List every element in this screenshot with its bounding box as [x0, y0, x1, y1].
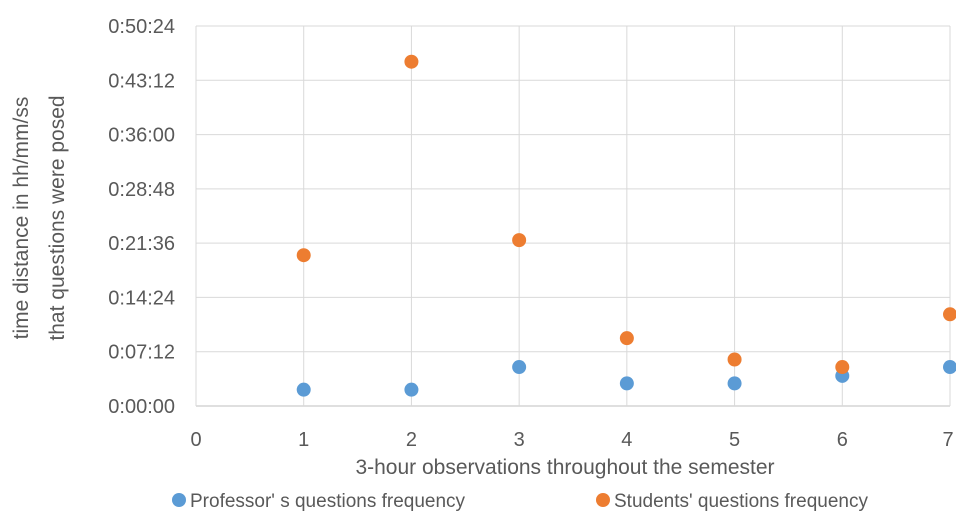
legend: Professor' s questions frequency Student… — [172, 491, 868, 512]
legend-label-professor: Professor' s questions frequency — [190, 491, 466, 512]
grid — [195, 25, 951, 407]
students-data-point — [296, 248, 311, 263]
y-tick-label: 0:36:00 — [108, 125, 175, 147]
x-tick-label: 0 — [190, 429, 201, 451]
professor-data-point — [943, 360, 956, 375]
y-axis-ticks: 0:00:00 0:07:12 0:14:24 0:21:36 0:28:48 0:36:… — [108, 16, 175, 418]
y-tick-label: 0:43:12 — [108, 70, 175, 92]
legend-item-students: Students' questions frequency — [596, 491, 868, 512]
y-axis-title: time distance in hh/mm/ss that questions… — [10, 95, 69, 340]
y-tick-label: 0:21:36 — [108, 233, 175, 255]
legend-label-students: Students' questions frequency — [614, 491, 868, 512]
professor-data-point — [512, 360, 527, 375]
x-tick-label: 6 — [837, 429, 848, 451]
y-tick-label: 0:28:48 — [108, 179, 175, 201]
legend-item-professor: Professor' s questions frequency — [172, 491, 466, 512]
legend-swatch-students — [596, 493, 610, 507]
legend-swatch-professor — [172, 493, 186, 507]
x-tick-label: 7 — [942, 429, 953, 451]
professor-data-point — [404, 382, 419, 397]
x-tick-label: 3 — [514, 429, 525, 451]
x-tick-label: 1 — [298, 429, 309, 451]
students-data-point — [404, 54, 419, 69]
y-axis-title-line-1: time distance in hh/mm/ss — [10, 97, 33, 340]
professor-data-point — [619, 376, 634, 391]
data-points — [296, 54, 956, 397]
students-data-point — [943, 307, 956, 322]
students-data-point — [619, 331, 634, 346]
x-tick-label: 4 — [621, 429, 632, 451]
students-data-point — [835, 360, 850, 375]
professor-data-point — [296, 382, 311, 397]
y-axis-title-line-2: that questions were posed — [46, 95, 69, 340]
x-tick-label: 2 — [406, 429, 417, 451]
x-tick-label: 5 — [729, 429, 740, 451]
x-axis-title: 3-hour observations throughout the semes… — [355, 456, 774, 479]
x-axis-ticks: 0 1 2 3 4 5 6 7 — [190, 429, 953, 451]
students-data-point — [512, 233, 527, 248]
students-data-point — [727, 352, 742, 367]
y-tick-label: 0:50:24 — [108, 16, 175, 38]
y-tick-label: 0:14:24 — [108, 287, 175, 309]
y-tick-label: 0:00:00 — [108, 396, 175, 418]
professor-data-point — [727, 376, 742, 391]
y-tick-label: 0:07:12 — [108, 342, 175, 364]
